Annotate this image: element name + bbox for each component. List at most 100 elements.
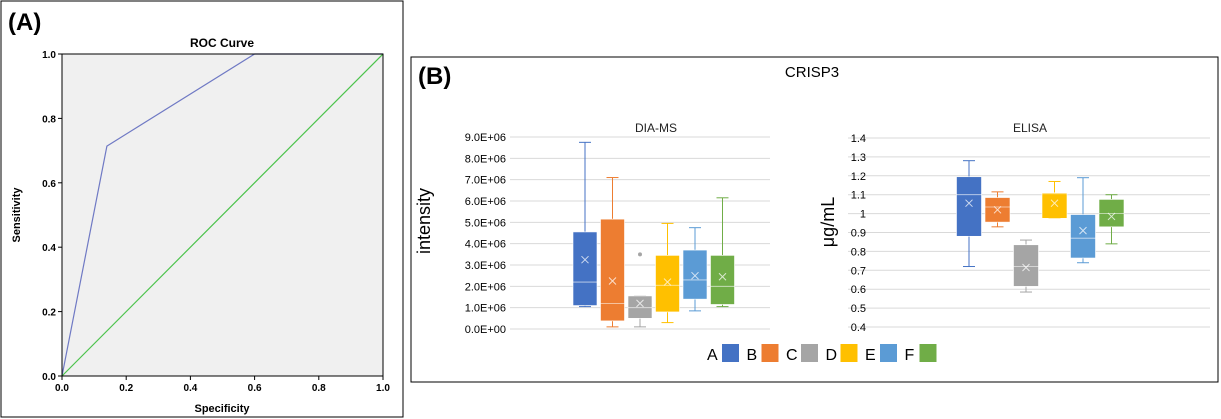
- mean-marker: [1022, 263, 1030, 272]
- legend-label-f: F: [905, 347, 915, 364]
- elisa-box-f: [1098, 194, 1125, 245]
- dia-ms-boxes: [572, 141, 735, 328]
- roc-y-tick-label: 0.4: [42, 243, 56, 254]
- roc-x-tick-label: 0.8: [312, 383, 326, 394]
- roc-axis-ticks: 0.0 0.2 0.4 0.6 0.8 1.0 0.0 0.2 0.4 0.6 0.8 1.0: [42, 50, 390, 394]
- elisa-y-axis-label: μg/mL: [818, 197, 838, 247]
- mean-marker: [691, 271, 699, 280]
- panel-a-label: (A): [8, 9, 41, 36]
- dia-ms-y-tick-label: 4.0E+06: [465, 239, 506, 251]
- elisa-y-tick-label: 0.8: [851, 246, 866, 258]
- dia-ms-y-axis-label: intensity: [414, 188, 434, 254]
- elisa-y-tick-label: 1.3: [851, 152, 866, 164]
- roc-y-tick-label: 0.0: [42, 372, 56, 383]
- iqr-box: [682, 249, 708, 300]
- legend-swatch-f: [919, 344, 937, 362]
- mean-marker: [663, 278, 672, 286]
- dia-ms-y-tick-label: 7.0E+06: [465, 175, 506, 187]
- roc-x-tick-label: 0.0: [55, 383, 69, 394]
- roc-y-tick-label: 0.2: [42, 308, 56, 319]
- mean-marker: [608, 277, 617, 285]
- mean-marker: [1107, 212, 1116, 221]
- roc-y-tick-label: 1.0: [42, 50, 56, 61]
- roc-title: ROC Curve: [190, 36, 254, 50]
- iqr-box: [1041, 192, 1068, 219]
- iqr-box: [627, 295, 653, 319]
- iqr-box: [956, 176, 982, 237]
- mean-marker: [581, 255, 589, 264]
- legend-label-d: D: [826, 347, 838, 364]
- dia-ms-y-tick-label: 0.0E+00: [465, 324, 506, 336]
- legend-swatch-d: [840, 344, 858, 362]
- elisa-gridlines: 0.4 0.5 0.6 0.7 0.8 0.9 1 1.1 1.2 1.3 1.4: [848, 133, 1210, 334]
- legend-label-b: B: [747, 347, 758, 364]
- elisa-y-tick-label: 0.4: [851, 322, 866, 334]
- dia-ms-box-f: [710, 197, 735, 308]
- iqr-box: [1098, 199, 1125, 228]
- dia-ms-y-tick-label: 1.0E+06: [465, 303, 506, 315]
- elisa-y-tick-label: 1.4: [851, 133, 866, 145]
- iqr-box: [710, 255, 735, 305]
- elisa-y-tick-label: 0.5: [851, 303, 866, 315]
- dia-ms-y-tick-label: 3.0E+06: [465, 260, 506, 272]
- dia-ms-y-tick-label: 8.0E+06: [465, 153, 506, 165]
- elisa-y-tick-label: 1.1: [851, 190, 866, 202]
- mean-marker: [1079, 226, 1087, 235]
- mean-marker: [1050, 199, 1059, 208]
- elisa-y-tick-label: 1.2: [851, 171, 866, 183]
- iqr-box: [1070, 214, 1096, 259]
- elisa-y-tick-label: 0.7: [851, 265, 866, 277]
- legend-label-a: A: [707, 347, 718, 364]
- elisa-box-e: [1070, 177, 1096, 264]
- legend-swatch-c: [801, 344, 818, 362]
- dia-ms-box-a: [572, 141, 598, 308]
- elisa-boxes: [956, 160, 1125, 293]
- elisa-box-d: [1041, 180, 1068, 219]
- iqr-box: [600, 218, 625, 322]
- elisa-title: ELISA: [1013, 121, 1047, 135]
- dia-ms-box-d: [655, 222, 680, 324]
- legend-label-e: E: [865, 347, 876, 364]
- legend-swatch-e: [880, 344, 897, 362]
- dia-ms-title: DIA-MS: [635, 121, 677, 135]
- mean-marker: [636, 299, 644, 308]
- legend-swatch-a: [722, 344, 739, 362]
- iqr-box: [572, 231, 598, 306]
- dia-ms-box-c: [627, 252, 653, 328]
- mean-marker: [993, 205, 1002, 214]
- roc-reference-line: [61, 53, 384, 377]
- panel-b-frame: [410, 56, 1219, 383]
- panel-b: (B) CRISP3 DIA-MS intensity 0.0E+00 1.0E+…: [410, 56, 1219, 383]
- crisp3-title: CRISP3: [785, 64, 839, 81]
- dia-ms-y-tick-label: 6.0E+06: [465, 196, 506, 208]
- legend-swatch-b: [761, 344, 779, 362]
- legend-label-c: C: [786, 347, 798, 364]
- roc-x-tick-label: 0.4: [183, 383, 197, 394]
- dia-ms-y-tick-label: 9.0E+06: [465, 132, 506, 144]
- roc-x-axis-label: Specificity: [194, 403, 250, 415]
- elisa-y-tick-label: 0.9: [851, 228, 866, 240]
- mean-marker: [718, 272, 727, 281]
- roc-x-tick-label: 0.2: [119, 383, 133, 394]
- elisa-box-c: [1013, 239, 1039, 293]
- roc-y-tick-label: 0.6: [42, 179, 56, 190]
- panel-a-frame: [0, 0, 404, 418]
- elisa-y-tick-label: 1: [860, 209, 866, 221]
- elisa-y-tick-label: 0.6: [851, 284, 866, 296]
- panel-b-label: (B): [418, 63, 451, 90]
- elisa-box-b: [984, 191, 1011, 228]
- iqr-box: [1013, 244, 1039, 287]
- dia-ms-gridlines: 0.0E+00 1.0E+06 2.0E+06 3.0E+06 4.0E+06 5.0E+…: [465, 132, 770, 336]
- roc-x-tick-label: 0.6: [248, 383, 262, 394]
- dia-ms-y-tick-label: 5.0E+06: [465, 217, 506, 229]
- mean-marker: [965, 199, 973, 208]
- roc-plot-border: [61, 53, 384, 377]
- legend: A B C D E F: [707, 344, 937, 364]
- roc-y-tick-label: 0.8: [42, 114, 56, 125]
- panel-a: (A) ROC Curve 0.0 0.2 0.4 0.6 0.8 1.00.00.20.…: [0, 0, 404, 418]
- roc-x-tick-label: 1.0: [376, 383, 390, 394]
- dia-ms-box-b: [600, 177, 625, 328]
- roc-y-axis-label: Sensitivity: [11, 187, 23, 243]
- elisa-box-a: [956, 160, 982, 268]
